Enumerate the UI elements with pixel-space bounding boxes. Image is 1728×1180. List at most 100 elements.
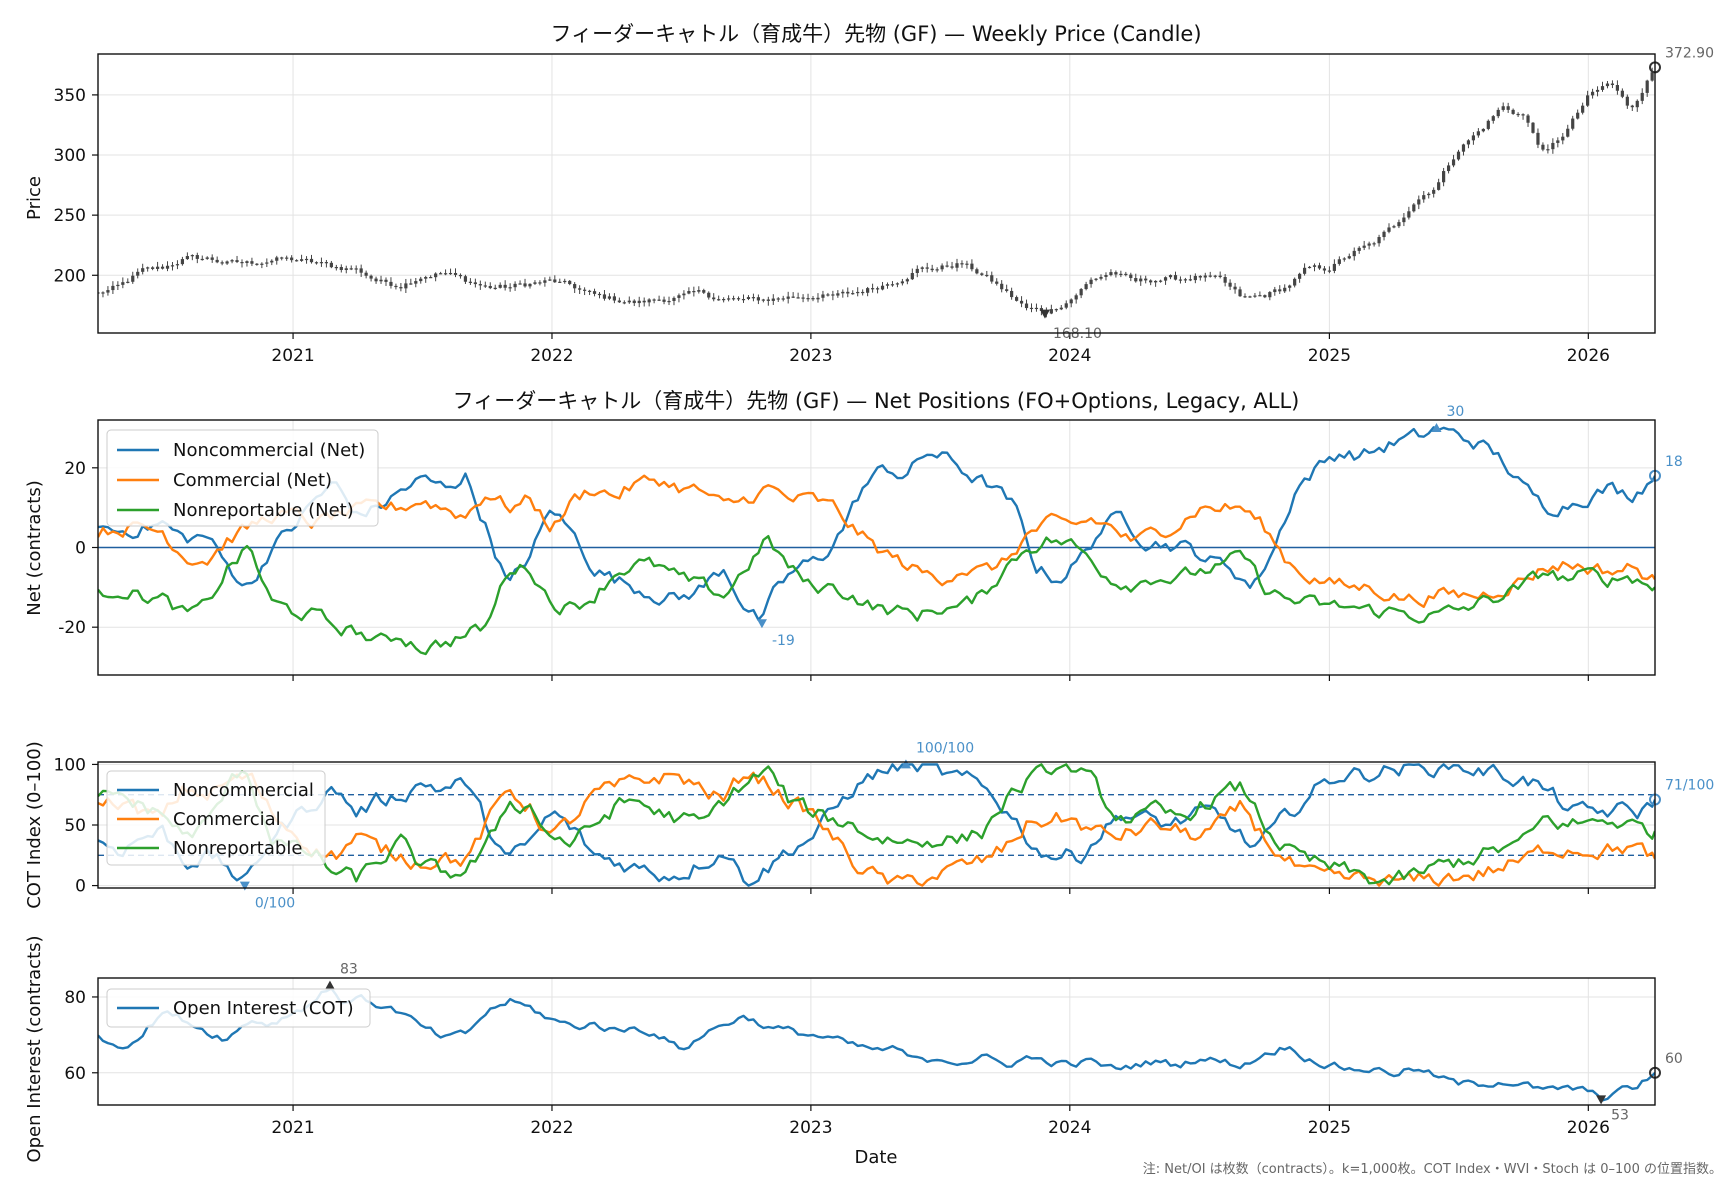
candle-body [642,300,646,303]
candle-body [935,269,939,271]
candle-body [275,257,279,261]
candle-body [900,281,904,284]
price-panel: フィーダーキャトル（育成牛）先物 (GF) — Weekly Price (Ca… [24,22,1714,366]
candle-body [915,268,919,274]
candle-body [1010,290,1014,298]
candle-body [1074,295,1078,300]
candle-body [1362,245,1366,248]
candle-body [304,258,309,261]
footnote: 注: Net/OI は枚数（contracts）。k=1,000枚。COT In… [1143,1162,1722,1177]
candle-body [965,263,969,265]
oi-panel-legend: Open Interest (COT) [106,988,371,1028]
candle-body [1357,247,1361,251]
series-line-commercial [98,771,1655,887]
min-marker [239,881,250,891]
candle-body [1183,279,1188,281]
candle-body [344,268,348,271]
candle-body [1541,144,1545,150]
candle-body [1556,140,1560,143]
candle-body [851,293,855,295]
candle-body [314,262,319,264]
candle-body [930,268,934,271]
candle-body [1233,286,1237,290]
candle-body [1049,309,1053,314]
candle-body [538,282,542,284]
candle-body [116,284,120,287]
candle-body [1481,128,1485,132]
candle-body [1437,182,1441,190]
candle-body [1283,287,1287,292]
candle-body [657,299,661,301]
candle-body [602,294,607,299]
candle-body [126,281,130,283]
candle-body [806,298,810,300]
candle-body [870,288,875,290]
annotation-label: 372.90 [1665,45,1714,61]
candle-body [692,291,696,293]
candle-body [1461,144,1466,152]
candle-body [771,298,775,301]
candle-body [731,298,736,300]
open-interest-panel: Open Interest (contracts) Date 60 80 2021… [24,935,1683,1168]
candle-body [1064,303,1068,308]
candle-body [220,262,224,264]
candle-body [429,277,433,279]
candle-body [717,299,721,301]
candle-body [1566,128,1570,137]
candle-body [1352,250,1356,257]
candle-body [1605,83,1610,87]
candle-body [215,259,219,263]
x-tick-label: 2021 [271,346,314,366]
candle-body [1005,289,1009,291]
candle-body [940,265,944,270]
y-tick-label: 100 [54,755,86,775]
cot-panel-ylabel: COT Index (0–100) [24,741,45,909]
net-legend-box [106,429,379,527]
candle-body [1615,85,1620,91]
candle-body [131,275,135,282]
candle-body [558,281,562,283]
candle-body [1158,280,1163,282]
candle-body [409,283,413,285]
candle-body [493,287,497,290]
y-tick-label: 60 [64,1064,86,1084]
candle-body [553,279,557,283]
candle-body [1163,277,1168,281]
cot-index-panel: COT Index (0–100) 0 50 100 100/100 0/100 71/… [24,740,1714,911]
candle-body [548,279,552,281]
candle-body [1427,193,1431,196]
candle-body [146,267,150,269]
candle-body [364,272,368,276]
candle-body [712,297,716,300]
candle-body [111,285,115,291]
candle-body [245,261,249,263]
cot-legend-label-noncommercial: Noncommercial [173,780,314,801]
cot-legend-label-nonreportable: Nonreportable [173,838,302,859]
candle-body [905,279,909,282]
candle-body [1486,120,1490,129]
candle-body [240,262,244,264]
y-tick-label: 80 [64,988,86,1008]
candle-body [1347,256,1351,259]
candle-body [528,283,532,287]
candle-body [473,282,477,285]
candle-body [255,263,259,265]
net-panel-legend: Noncommercial (Net) Commercial (Net) Non… [106,429,379,527]
candle-body [190,255,194,257]
candle-body [1620,90,1624,97]
candle-body [260,263,264,265]
y-tick-label: 250 [54,206,86,226]
candle-body [945,265,949,267]
candle-body [518,283,522,285]
annotation-label: 71/100 [1665,778,1714,794]
candle-body [841,291,845,294]
candle-body [468,281,473,283]
candle-body [816,297,820,300]
candle-body [1119,273,1123,276]
candle-body [667,300,671,303]
candle-body [1054,309,1058,311]
candle-body [1178,279,1183,281]
candle-body [250,261,254,264]
candle-body [707,292,711,298]
candle-body [1203,275,1207,278]
